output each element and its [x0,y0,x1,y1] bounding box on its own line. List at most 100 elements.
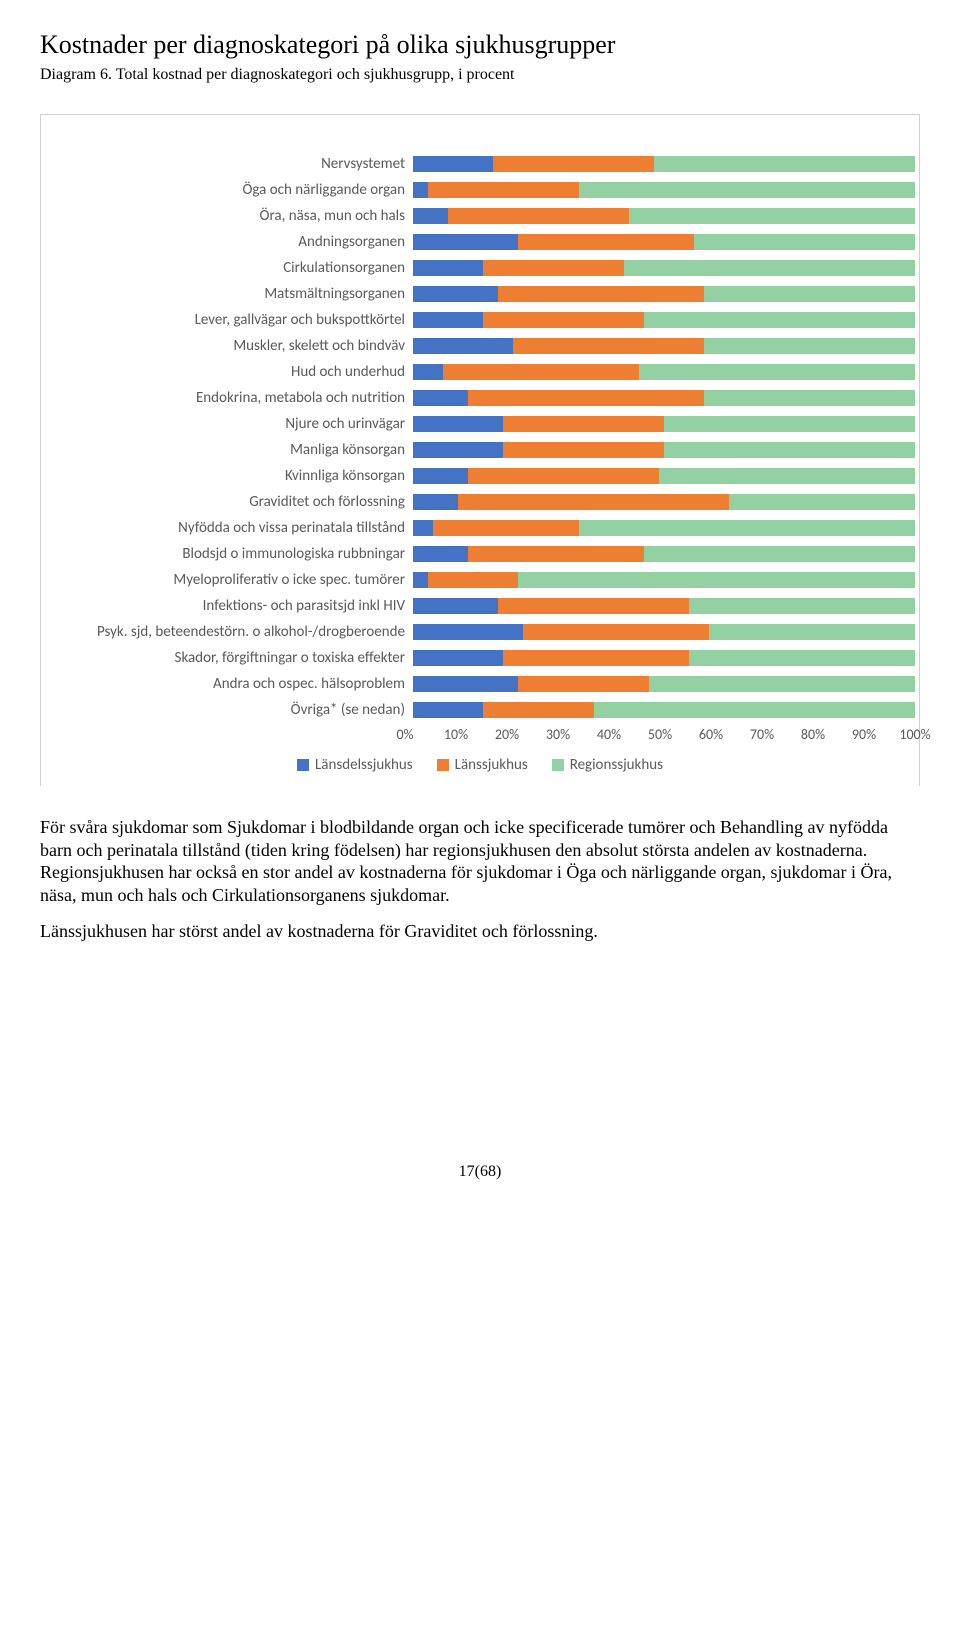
bar-segment [413,546,468,562]
chart-row: Andra och ospec. hälsoproblem [45,673,915,694]
chart-row: Myeloproliferativ o icke spec. tumörer [45,569,915,590]
stacked-bar [413,234,915,250]
bar-segment [664,416,915,432]
bar-segment [649,676,915,692]
bar-segment [644,312,915,328]
row-label: Kvinnliga könsorgan [45,467,413,485]
bar-segment [413,312,483,328]
stacked-bar [413,338,915,354]
stacked-bar [413,598,915,614]
bar-segment [413,234,518,250]
bar-segment [413,338,513,354]
bar-segment [689,650,915,666]
axis-tick: 100% [899,726,930,743]
stacked-bar [413,520,915,536]
bar-segment [503,416,664,432]
bar-segment [729,494,915,510]
body-paragraph-2: Länssjukhusen har störst andel av kostna… [40,920,920,943]
bar-segment [704,286,915,302]
chart-row: Skador, förgiftningar o toxiska effekter [45,647,915,668]
stacked-bar [413,416,915,432]
bar-segment [493,156,654,172]
row-label: Andra och ospec. hälsoproblem [45,675,413,693]
row-label: Blodsjd o immunologiska rubbningar [45,545,413,563]
bar-segment [664,442,915,458]
chart-legend: LänsdelssjukhusLänssjukhusRegionssjukhus [45,756,915,774]
bar-segment [503,650,689,666]
chart-row: Kvinnliga könsorgan [45,465,915,486]
chart-caption: Diagram 6. Total kostnad per diagnoskate… [40,66,920,84]
row-label: Psyk. sjd, beteendestörn. o alkohol-/dro… [45,623,413,641]
axis-tick: 60% [699,726,723,743]
axis-tick: 80% [801,726,825,743]
bar-segment [428,572,518,588]
stacked-bar [413,390,915,406]
bar-segment [639,364,915,380]
chart-row: Matsmältningsorganen [45,283,915,304]
bar-segment [468,546,644,562]
bar-segment [448,208,629,224]
axis-tick: 10% [444,726,468,743]
bar-segment [503,442,664,458]
bar-segment [468,390,704,406]
bar-segment [704,338,915,354]
bar-segment [523,624,709,640]
bar-segment [413,494,458,510]
legend-label: Regionssjukhus [570,756,663,774]
axis-tick: 0% [396,726,413,743]
bar-segment [443,364,639,380]
chart-row: Endokrina, metabola och nutrition [45,387,915,408]
chart-row: Blodsjd o immunologiska rubbningar [45,543,915,564]
stacked-bar [413,546,915,562]
bar-segment [689,598,915,614]
bar-segment [579,520,915,536]
row-label: Graviditet och förlossning [45,493,413,511]
chart-row: Öga och närliggande organ [45,179,915,200]
page-title: Kostnader per diagnoskategori på olika s… [40,30,920,60]
row-label: Cirkulationsorganen [45,259,413,277]
axis-tick: 40% [597,726,621,743]
row-label: Infektions- och parasitsjd inkl HIV [45,597,413,615]
axis-tick: 50% [648,726,672,743]
bar-segment [413,260,483,276]
chart-row: Cirkulationsorganen [45,257,915,278]
chart-row: Graviditet och förlossning [45,491,915,512]
chart-rows: Nervsystemet Öga och närliggande organ Öra… [45,153,915,720]
stacked-bar [413,156,915,172]
bar-segment [579,182,915,198]
row-label: Myeloproliferativ o icke spec. tumörer [45,571,413,589]
bar-segment [413,156,493,172]
chart-row: Infektions- och parasitsjd inkl HIV [45,595,915,616]
stacked-bar [413,676,915,692]
axis-tick: 30% [546,726,570,743]
bar-segment [594,702,915,718]
stacked-bar [413,312,915,328]
bar-segment [458,494,729,510]
row-label: Skador, förgiftningar o toxiska effekter [45,649,413,667]
bar-segment [624,260,915,276]
bar-segment [644,546,915,562]
row-label: Endokrina, metabola och nutrition [45,389,413,407]
chart-row: Muskler, skelett och bindväv [45,335,915,356]
bar-segment [659,468,915,484]
bar-segment [513,338,704,354]
bar-segment [518,676,649,692]
bar-segment [483,260,624,276]
chart-row: Övriga* (se nedan) [45,699,915,720]
chart-row: Lever, gallvägar och bukspottkörtel [45,309,915,330]
row-label: Nervsystemet [45,155,413,173]
bar-segment [468,468,659,484]
bar-segment [413,650,503,666]
stacked-bar [413,702,915,718]
row-label: Öga och närliggande organ [45,181,413,199]
chart-row: Öra, näsa, mun och hals [45,205,915,226]
row-label: Muskler, skelett och bindväv [45,337,413,355]
bar-segment [413,676,518,692]
bar-segment [629,208,915,224]
stacked-bar [413,260,915,276]
row-label: Matsmältningsorganen [45,285,413,303]
chart-row: Hud och underhud [45,361,915,382]
row-label: Övriga* (se nedan) [45,701,413,719]
bar-segment [433,520,579,536]
bar-segment [704,390,915,406]
